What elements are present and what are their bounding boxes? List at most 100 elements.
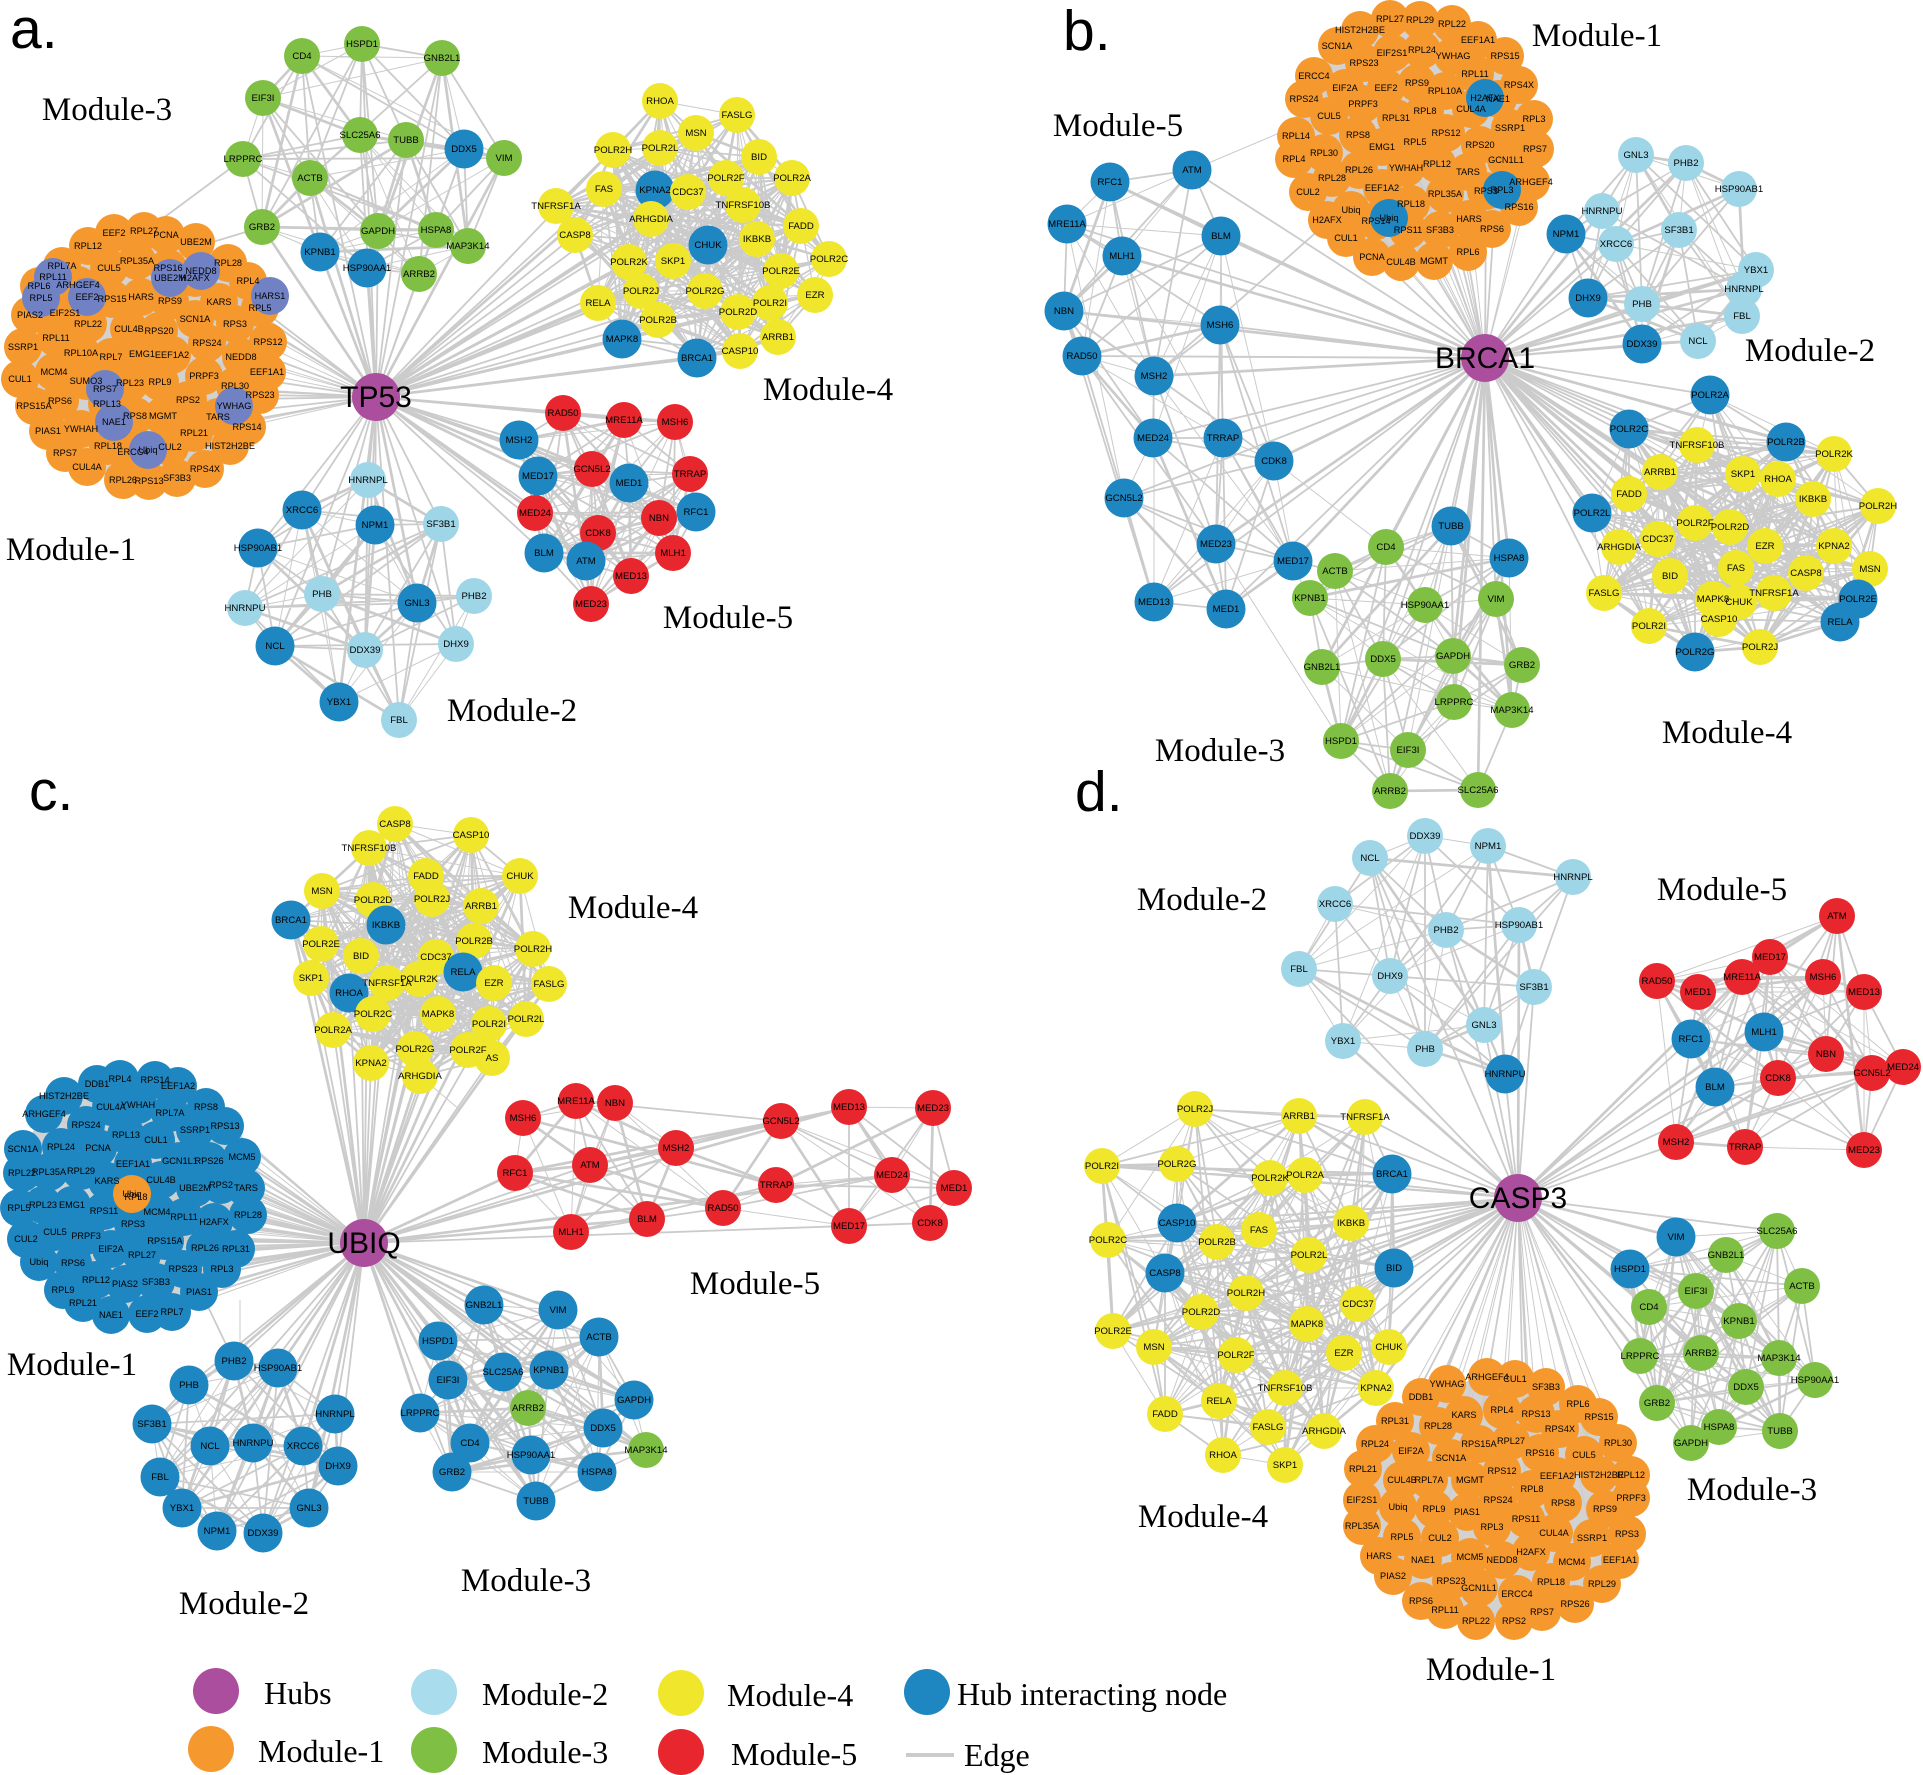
svg-text:SLC25A6: SLC25A6 [482, 1367, 523, 1378]
svg-text:IKBKB: IKBKB [1799, 494, 1827, 505]
svg-text:ARRB1: ARRB1 [1644, 467, 1676, 478]
svg-text:MSH2: MSH2 [1663, 1137, 1690, 1148]
svg-text:CUL2: CUL2 [158, 442, 182, 452]
svg-text:PHB2: PHB2 [1673, 158, 1698, 169]
svg-text:POLR2F: POLR2F [449, 1045, 486, 1056]
svg-text:GRB2: GRB2 [249, 222, 275, 233]
svg-text:POLR2C: POLR2C [1089, 1235, 1127, 1246]
svg-text:SF3B1: SF3B1 [1519, 982, 1548, 993]
svg-text:XRCC6: XRCC6 [1319, 899, 1352, 910]
svg-text:RPL18: RPL18 [1397, 199, 1425, 209]
svg-text:HNRNPL: HNRNPL [1724, 284, 1764, 295]
svg-text:POLR2C: POLR2C [354, 1009, 392, 1020]
svg-text:TARS: TARS [1456, 167, 1480, 177]
svg-text:FASLG: FASLG [534, 979, 565, 990]
svg-text:ARRB2: ARRB2 [1685, 1348, 1717, 1359]
svg-text:YWHAG: YWHAG [1436, 51, 1471, 61]
svg-text:EIF3I: EIF3I [252, 93, 275, 104]
svg-text:Module-3: Module-3 [1687, 1472, 1817, 1508]
svg-text:YBX1: YBX1 [1744, 265, 1769, 276]
svg-text:CUL5: CUL5 [1317, 111, 1341, 121]
svg-text:HIST2H2BE: HIST2H2BE [1335, 25, 1385, 35]
svg-text:RPS14: RPS14 [1361, 216, 1390, 226]
svg-text:NPM1: NPM1 [204, 1526, 231, 1537]
svg-text:FASLG: FASLG [1253, 1422, 1284, 1433]
svg-text:MED24: MED24 [519, 508, 552, 519]
svg-text:RPL4: RPL4 [1283, 154, 1306, 164]
svg-text:RPS15A: RPS15A [16, 401, 52, 411]
svg-text:RPS3: RPS3 [1615, 1529, 1639, 1539]
svg-text:BLM: BLM [637, 1214, 657, 1225]
svg-text:RPS2: RPS2 [176, 395, 200, 405]
svg-text:SLC25A6: SLC25A6 [339, 130, 380, 141]
svg-text:EMG1: EMG1 [129, 349, 155, 359]
svg-text:MED17: MED17 [833, 1221, 865, 1232]
svg-text:CUL4B: CUL4B [146, 1175, 176, 1185]
svg-text:HSP90AB1: HSP90AB1 [254, 1363, 303, 1374]
svg-text:Module-4: Module-4 [727, 1677, 853, 1713]
svg-text:CUL4B: CUL4B [1386, 257, 1416, 267]
svg-text:GNL3: GNL3 [1623, 150, 1648, 161]
svg-text:CD4: CD4 [292, 51, 312, 62]
svg-text:MSH2: MSH2 [1141, 371, 1168, 382]
svg-text:YWHAH: YWHAH [121, 1100, 155, 1110]
svg-text:MAPK8: MAPK8 [1697, 594, 1730, 605]
svg-text:EEF1A2: EEF1A2 [1365, 183, 1399, 193]
svg-text:HSPA8: HSPA8 [421, 225, 452, 236]
svg-text:Hub interacting node: Hub interacting node [957, 1676, 1227, 1712]
svg-text:POLR2D: POLR2D [1711, 522, 1749, 533]
svg-text:EEF1A2: EEF1A2 [1540, 1471, 1574, 1481]
svg-text:PIAS2: PIAS2 [1380, 1571, 1406, 1581]
svg-text:LRPPRC: LRPPRC [1435, 697, 1474, 708]
svg-text:POLR2L: POLR2L [1574, 508, 1611, 519]
svg-text:RPS8: RPS8 [1346, 130, 1370, 140]
svg-text:RPS13: RPS13 [210, 1121, 239, 1131]
svg-text:HARS: HARS [128, 292, 154, 302]
svg-text:Ubiq: Ubiq [123, 1189, 142, 1199]
svg-text:CUL5: CUL5 [43, 1227, 67, 1237]
svg-text:POLR2J: POLR2J [623, 286, 659, 297]
svg-text:RPL21: RPL21 [180, 428, 208, 438]
svg-text:RPL28: RPL28 [1318, 173, 1346, 183]
svg-text:HNRNPU: HNRNPU [232, 1438, 273, 1449]
svg-text:SSRP1: SSRP1 [1577, 1533, 1607, 1543]
svg-text:RPL24: RPL24 [1408, 45, 1436, 55]
svg-text:RHOA: RHOA [1209, 1450, 1237, 1461]
svg-text:CHUK: CHUK [694, 240, 722, 251]
svg-text:NBN: NBN [605, 1098, 625, 1109]
svg-text:RAD50: RAD50 [1067, 351, 1098, 362]
svg-text:FBL: FBL [151, 1472, 169, 1483]
svg-text:SCN1A: SCN1A [8, 1144, 40, 1154]
svg-text:NAE1: NAE1 [1486, 94, 1510, 104]
svg-text:SF3B3: SF3B3 [1532, 1382, 1560, 1392]
svg-text:Module-2: Module-2 [1745, 333, 1875, 369]
svg-text:RPL13: RPL13 [112, 1130, 140, 1140]
svg-text:POLR2D: POLR2D [719, 307, 757, 318]
svg-text:RPL23: RPL23 [29, 1200, 57, 1210]
svg-text:POLR2A: POLR2A [1286, 1170, 1324, 1181]
svg-text:RPS13: RPS13 [134, 476, 163, 486]
svg-text:MED13: MED13 [833, 1102, 865, 1113]
svg-text:AS: AS [486, 1053, 499, 1064]
svg-text:RAD50: RAD50 [1642, 976, 1673, 987]
svg-text:RPL27: RPL27 [1376, 14, 1404, 24]
svg-text:EEF1A1: EEF1A1 [250, 367, 284, 377]
svg-text:RPL22: RPL22 [74, 319, 102, 329]
svg-text:BID: BID [1662, 571, 1678, 582]
svg-text:BRCA1: BRCA1 [681, 353, 713, 364]
svg-text:Ubiq: Ubiq [1380, 213, 1399, 223]
svg-text:CD4: CD4 [1639, 1302, 1659, 1313]
svg-text:MSN: MSN [685, 128, 706, 139]
svg-text:SKP1: SKP1 [1731, 469, 1756, 480]
svg-text:CHUK: CHUK [1725, 597, 1753, 608]
svg-text:CUL2: CUL2 [1428, 1533, 1452, 1543]
svg-text:Ubiq: Ubiq [1389, 1502, 1408, 1512]
svg-text:MED17: MED17 [1754, 952, 1786, 963]
svg-text:RPS20: RPS20 [1465, 140, 1494, 150]
svg-text:EEF2: EEF2 [136, 1309, 159, 1319]
svg-text:Module-5: Module-5 [1657, 872, 1787, 908]
svg-text:POLR2H: POLR2H [594, 145, 632, 156]
svg-text:SF3B3: SF3B3 [1426, 225, 1454, 235]
svg-text:RPS6: RPS6 [1409, 1596, 1433, 1606]
svg-text:Hubs: Hubs [264, 1675, 332, 1711]
